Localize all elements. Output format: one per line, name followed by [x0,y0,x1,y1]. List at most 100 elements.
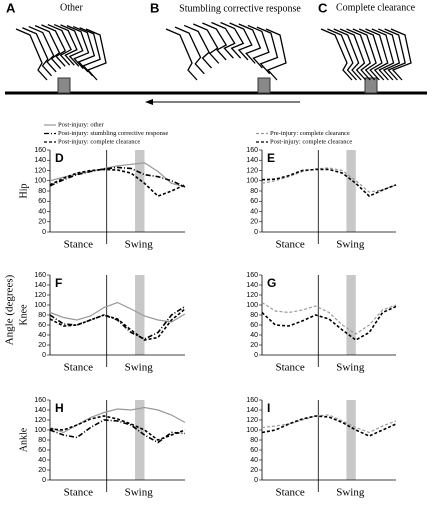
y-tick-label: 60 [250,198,258,205]
leg-stick [66,25,90,70]
panel-letter: A [6,0,16,15]
x-label: Stance [64,239,93,251]
y-tick-label: 120 [34,417,46,424]
y-tick-label: 20 [250,219,258,226]
leg-stick [229,22,253,61]
series-line [49,162,186,188]
panel-letter: D [55,151,64,165]
y-tick-label: 40 [38,332,46,339]
y-tick-label: 120 [246,417,258,424]
panel-letter: B [150,0,159,15]
swing-shade [346,275,356,355]
leg-stick [365,28,389,81]
leg-stick [60,24,84,67]
legend-label: Post-injury: complete clearance [58,138,140,145]
leg-stick [41,24,67,67]
y-axis-label: Angle (degrees) [4,274,16,345]
y-tick-label: 0 [254,477,258,484]
y-tick-label: 120 [34,292,46,299]
y-tick-label: 0 [42,477,46,484]
series-line [49,166,186,188]
y-tick-label: 20 [38,342,46,349]
panel-letter: C [318,0,328,15]
leg-stick [85,28,107,81]
swing-shade [346,400,356,480]
y-tick-label: 100 [34,427,46,434]
series-line [261,305,397,341]
y-tick-label: 100 [34,178,46,185]
leg-stick [333,28,362,81]
y-tick-label: 80 [250,312,258,319]
chart-panel: 0 20 40 60 80 100 120 140 160 F Stance Swing Knee [18,272,186,374]
leg-stick [22,27,53,77]
y-tick-label: 80 [38,312,46,319]
y-tick-label: 140 [34,157,46,164]
y-tick-label: 140 [34,282,46,289]
x-label: Stance [64,362,93,374]
y-tick-label: 0 [254,229,258,236]
y-tick-label: 160 [246,272,258,279]
legend-label: Post-injury: stumbling corrective respon… [58,130,168,137]
y-tick-label: 160 [246,147,258,154]
swing-shade [346,150,356,232]
swing-shade [135,150,145,232]
y-tick-label: 100 [246,302,258,309]
leg-stick [238,23,262,64]
y-tick-label: 20 [250,342,258,349]
arrow-head [145,99,153,105]
y-tick-label: 60 [250,322,258,329]
obstacle [364,77,378,94]
chart-panel: 0 20 40 60 80 100 120 140 160 I Stance Swing [246,397,397,499]
row-label: Ankle [18,427,29,452]
x-label: Swing [125,362,154,374]
y-tick-label: 80 [250,188,258,195]
panel-label: Other [60,2,83,13]
legend-label: Pre-injury: complete clearance [270,130,350,137]
chart-panel: 0 20 40 60 80 100 120 140 160 D Stance Swing Hip Post… [18,121,186,251]
leg-stick [339,28,367,81]
legend-label: Post-injury: complete clearance [270,138,352,145]
chart-panel: 0 20 40 60 80 100 120 140 160 E Stance Swing Pre-inj… [246,130,397,251]
panel-letter: H [55,401,64,415]
leg-stick [358,28,383,81]
y-tick-label: 0 [254,352,258,359]
y-tick-label: 120 [246,167,258,174]
leg-stick [320,28,353,81]
swing-shade [135,275,145,355]
leg-stick [371,28,395,81]
y-tick-label: 20 [38,219,46,226]
x-label: Swing [125,239,154,251]
leg-stick [346,28,372,81]
x-label: Swing [336,239,365,251]
y-tick-label: 140 [34,407,46,414]
y-tick-label: 40 [250,208,258,215]
row-label: Knee [18,304,29,326]
leg-stick [174,26,205,75]
leg-stick [390,28,412,81]
x-label: Stance [64,487,93,499]
leg-stick [202,22,228,61]
leg-stick [28,25,57,73]
y-tick-label: 120 [34,167,46,174]
row-label: Hip [18,184,29,199]
series-line [49,406,186,434]
leg-stick [265,28,287,81]
leg-stick [15,28,48,81]
swing-shade [135,400,145,480]
obstacle [257,77,271,94]
legend-label: Post-injury: other [58,121,105,128]
x-label: Swing [336,487,365,499]
series-line [261,301,397,335]
y-tick-label: 160 [34,272,46,279]
y-tick-label: 40 [250,457,258,464]
y-tick-label: 80 [38,437,46,444]
series-line [261,414,397,434]
x-label: Swing [336,362,365,374]
y-tick-label: 40 [38,208,46,215]
leg-stick [165,28,198,81]
leg-stick [384,28,406,81]
series-line [49,168,186,198]
y-tick-label: 0 [42,352,46,359]
y-tick-label: 0 [42,229,46,236]
y-tick-label: 100 [246,427,258,434]
